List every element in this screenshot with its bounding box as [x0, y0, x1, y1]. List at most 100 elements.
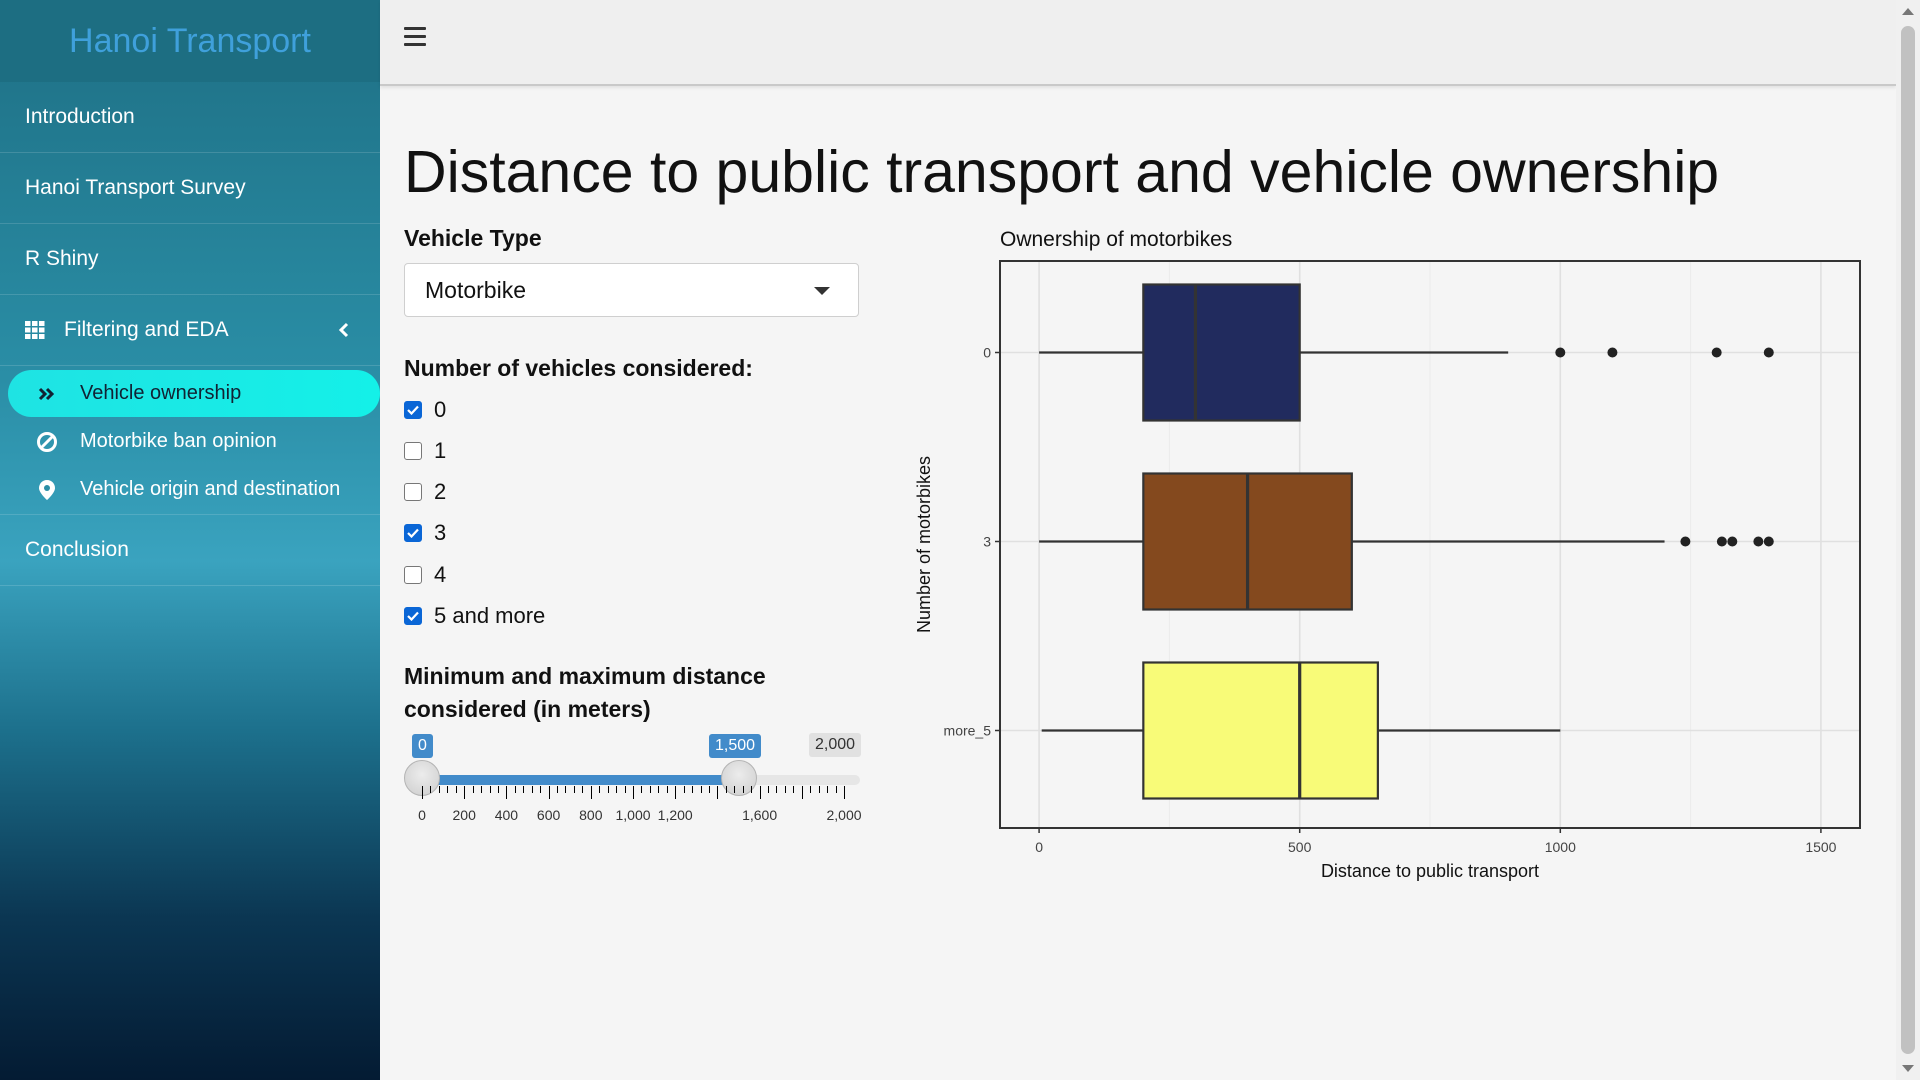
checkbox[interactable] — [404, 442, 422, 460]
chevron-left-icon — [338, 322, 349, 338]
checkbox[interactable] — [404, 566, 422, 584]
sidebar-item-r-shiny[interactable]: R Shiny — [0, 224, 380, 295]
sidebar-subitem-label: Vehicle ownership — [80, 382, 242, 404]
sidebar-item-label: Introduction — [25, 105, 135, 128]
sidebar-item-label: Conclusion — [25, 538, 129, 561]
scroll-thumb[interactable] — [1901, 26, 1915, 1054]
slider-tick-label: 400 — [494, 807, 519, 823]
slider-tick — [607, 786, 609, 793]
slider-tick — [692, 786, 694, 793]
slider-tick — [742, 786, 744, 793]
checkbox-option[interactable]: 1 — [404, 436, 446, 466]
box — [1142, 661, 1379, 800]
slider-tick — [708, 786, 710, 793]
outlier-point — [1716, 536, 1727, 547]
submenu: Vehicle ownership Motorbike ban opinion … — [0, 370, 380, 515]
slider-tick — [658, 786, 660, 793]
outlier-point — [1763, 536, 1774, 547]
slider-tick — [422, 786, 423, 799]
outlier-point — [1711, 347, 1722, 358]
slider-tick — [827, 786, 829, 793]
slider-track[interactable] — [422, 775, 860, 785]
outlier-point — [1555, 347, 1566, 358]
outlier-point — [1763, 347, 1774, 358]
x-axis-label: Distance to public transport — [1321, 861, 1539, 881]
sidebar-subitem-label: Motorbike ban opinion — [80, 430, 277, 452]
slider-range-max: 2,000 — [809, 733, 862, 757]
boxplot-chart: Ownership of motorbikes 0 3 more_5 0 500 1000 1… — [914, 228, 1861, 881]
slider-tick — [725, 786, 727, 793]
chevron-down-icon — [814, 287, 830, 295]
slider-tick — [801, 786, 803, 799]
scroll-up-icon[interactable] — [1902, 8, 1914, 15]
slider-tick — [844, 786, 845, 799]
x-tick-label: 1500 — [1805, 839, 1836, 855]
y-tick-label: 0 — [983, 345, 991, 361]
hamburger-icon[interactable] — [404, 27, 426, 47]
slider-tick — [776, 786, 778, 793]
checkbox-label: 2 — [434, 479, 447, 504]
sidebar-subitem-origin-destination[interactable]: Vehicle origin and destination — [8, 466, 380, 513]
slider-fill — [422, 775, 739, 785]
x-tick-label: 0 — [1035, 839, 1043, 855]
slider-tick — [506, 786, 508, 799]
checkbox[interactable] — [404, 607, 422, 625]
slider-tick — [557, 786, 559, 793]
slider-tick — [675, 786, 677, 799]
sidebar-item-label: R Shiny — [25, 247, 99, 270]
checkbox-label: 3 — [434, 520, 447, 545]
slider-tick — [599, 786, 601, 793]
x-tick-label: 1000 — [1545, 839, 1576, 855]
slider-tick — [573, 786, 575, 793]
slider-tick — [641, 786, 643, 793]
slider-tick — [497, 786, 499, 793]
checkbox-option[interactable]: 4 — [404, 560, 446, 590]
vertical-scrollbar[interactable] — [1896, 0, 1920, 1080]
checkbox-option[interactable]: 5 and more — [404, 601, 545, 631]
sidebar-item-introduction[interactable]: Introduction — [0, 82, 380, 153]
outlier-point — [1607, 347, 1618, 358]
y-axis-label: Number of motorbikes — [914, 456, 934, 633]
vehicle-type-value: Motorbike — [425, 276, 526, 303]
slider-tick — [633, 786, 634, 799]
checkbox-option[interactable]: 0 — [404, 395, 446, 425]
ban-icon — [32, 431, 62, 453]
slider-tick — [666, 786, 668, 793]
y-tick-label: 3 — [983, 534, 991, 550]
sidebar-subitem-label: Vehicle origin and destination — [80, 478, 341, 500]
slider-tick — [514, 786, 516, 793]
box — [1142, 283, 1301, 422]
checkbox-label: 4 — [434, 562, 447, 587]
sidebar-subitem-motorbike-ban[interactable]: Motorbike ban opinion — [8, 418, 380, 465]
slider-tick-label: 1,600 — [742, 807, 778, 823]
sidebar: Hanoi Transport Introduction Hanoi Trans… — [0, 0, 380, 1080]
sidebar-item-filtering-eda[interactable]: Filtering and EDA — [0, 295, 380, 366]
checkbox[interactable] — [404, 524, 422, 542]
checkbox[interactable] — [404, 401, 422, 419]
sidebar-item-survey[interactable]: Hanoi Transport Survey — [0, 153, 380, 224]
slider-tick-label: 0 — [418, 807, 426, 823]
slider-tick — [624, 786, 626, 793]
sidebar-subitem-vehicle-ownership[interactable]: Vehicle ownership — [8, 370, 380, 417]
slider-tick — [523, 786, 525, 793]
sidebar-item-label: Hanoi Transport Survey — [25, 176, 246, 199]
slider-max-badge: 1,500 — [709, 734, 762, 758]
slider-min-badge: 0 — [412, 734, 433, 758]
sidebar-item-label: Filtering and EDA — [64, 318, 229, 341]
sidebar-item-conclusion[interactable]: Conclusion — [0, 515, 380, 586]
scroll-down-icon[interactable] — [1902, 1065, 1914, 1072]
slider-tick — [784, 786, 786, 793]
checkbox-option[interactable]: 2 — [404, 477, 446, 507]
vehicles-considered-label: Number of vehicles considered: — [404, 355, 753, 381]
checkbox-option[interactable]: 3 — [404, 518, 446, 548]
vehicle-type-select[interactable]: Motorbike — [404, 263, 859, 317]
slider-tick — [793, 786, 795, 793]
checkbox[interactable] — [404, 483, 422, 501]
outlier-point — [1727, 536, 1738, 547]
grid-icon — [25, 321, 45, 339]
slider-tick — [810, 786, 812, 793]
slider-tick — [734, 786, 736, 793]
slider-tick — [464, 786, 466, 799]
brand-title[interactable]: Hanoi Transport — [0, 0, 380, 82]
slider-tick-label: 800 — [579, 807, 603, 823]
